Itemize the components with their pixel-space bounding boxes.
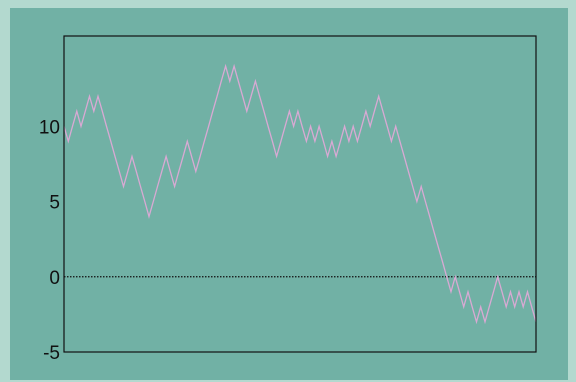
- y-tick-label: 5: [49, 193, 60, 214]
- series-line: [63, 63, 537, 325]
- chart-panel: 10 5 0 -5: [10, 8, 568, 380]
- y-tick-label: 0: [49, 268, 60, 289]
- y-tick-label: 10: [39, 117, 60, 138]
- plot-area: [63, 35, 537, 353]
- y-axis-ticks: 10 5 0 -5: [39, 117, 60, 364]
- y-tick-label: -5: [43, 343, 60, 364]
- line-chart: 10 5 0 -5: [39, 35, 537, 364]
